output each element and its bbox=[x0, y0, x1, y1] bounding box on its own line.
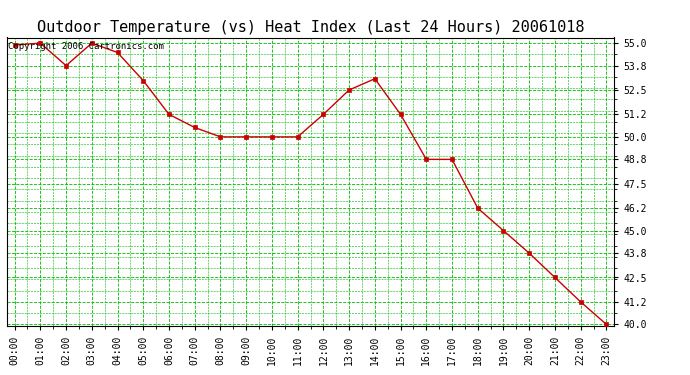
Title: Outdoor Temperature (vs) Heat Index (Last 24 Hours) 20061018: Outdoor Temperature (vs) Heat Index (Las… bbox=[37, 20, 584, 35]
Text: Copyright 2006 Cartronics.com: Copyright 2006 Cartronics.com bbox=[8, 42, 164, 51]
